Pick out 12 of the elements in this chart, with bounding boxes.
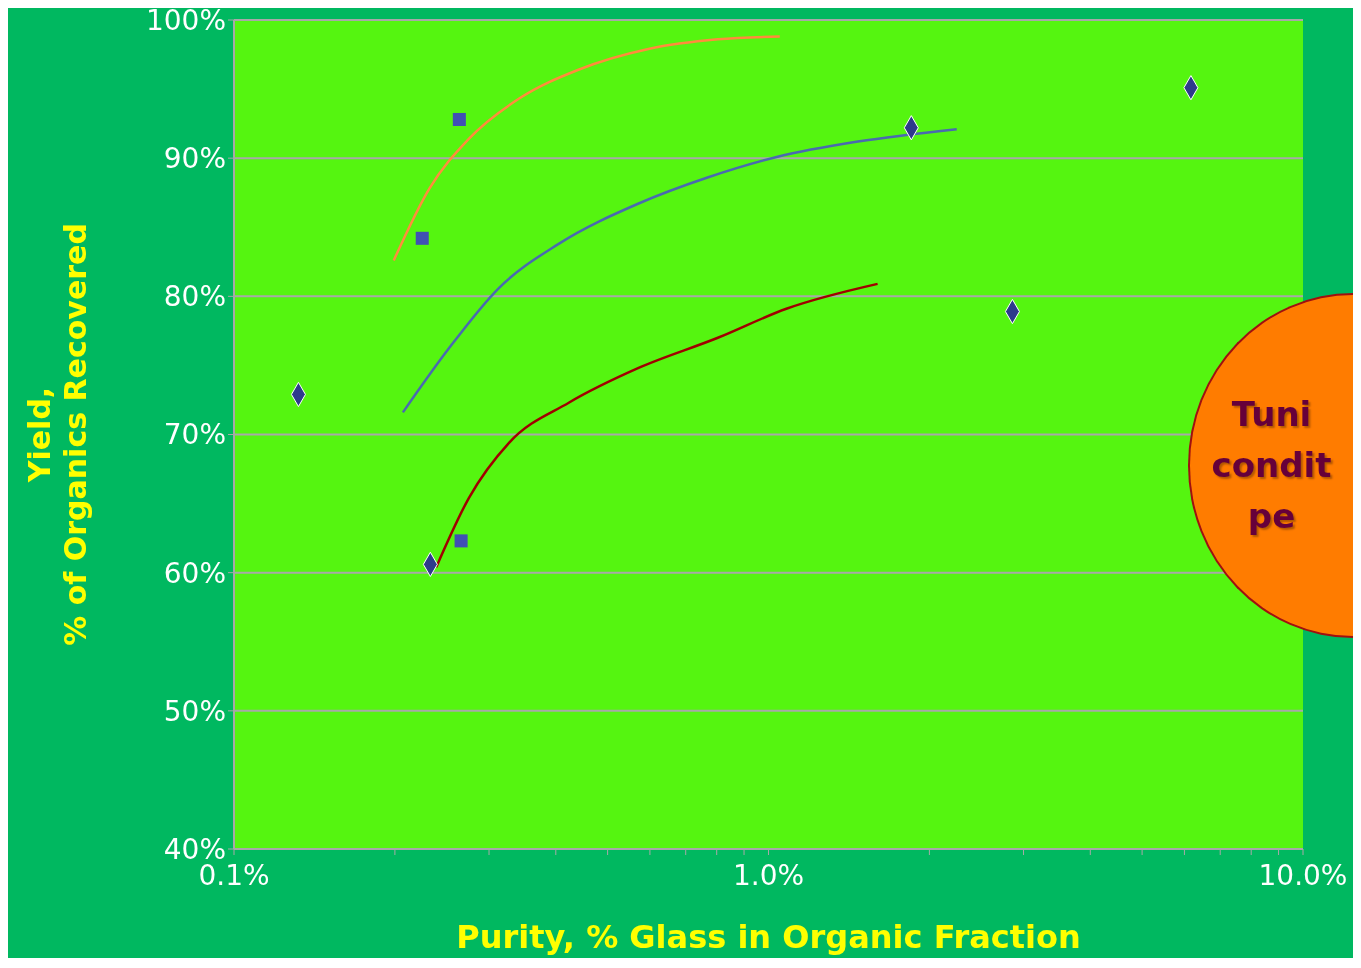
- annotation: Tuni condit pe: [1211, 393, 1332, 538]
- y-tick-label: 70%: [163, 418, 226, 452]
- x-tick-label: 10.0%: [1258, 858, 1348, 892]
- x-tick-label: 0.1%: [198, 858, 270, 892]
- y-axis-title: Yield, % of Organics Recovered: [22, 223, 93, 646]
- x-tick-label: 1.0%: [732, 858, 805, 892]
- x-axis-title: Purity, % Glass in Organic Fraction: [456, 918, 1081, 956]
- y-tick-label: 100%: [145, 3, 226, 37]
- y-tick-label: 80%: [163, 280, 226, 314]
- y-tick-label: 90%: [163, 142, 226, 176]
- y-tick-label: 50%: [163, 694, 226, 728]
- y-tick-label: 60%: [163, 556, 226, 590]
